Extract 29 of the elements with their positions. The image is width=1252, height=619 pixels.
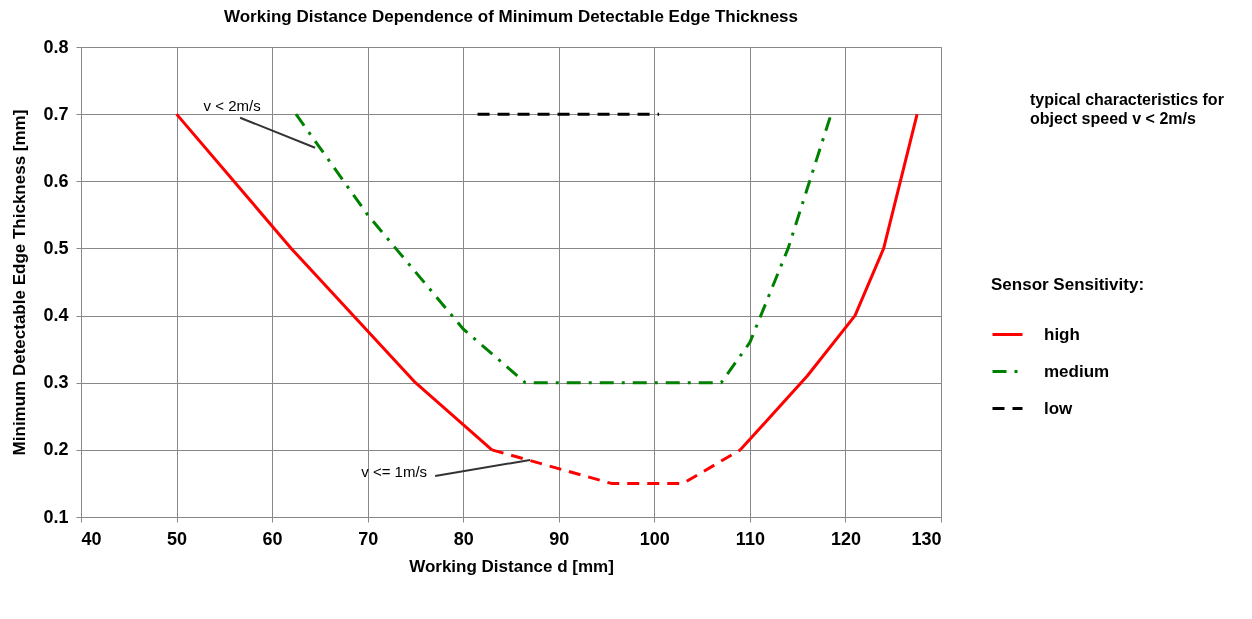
x-tick-label: 40: [81, 528, 102, 549]
y-axis-title: Minimum Detectable Edge Thickness [mm]: [10, 109, 30, 456]
y-tick-label: 0.4: [43, 305, 69, 326]
x-tick-label: 90: [549, 528, 570, 549]
x-tick-label: 120: [830, 528, 861, 549]
annotation: v <= 1m/s: [361, 462, 428, 480]
x-tick-label: 130: [911, 528, 942, 549]
y-tick-label: 0.8: [43, 36, 69, 57]
x-axis-title: Working Distance d [mm]: [409, 556, 614, 576]
y-tick-label: 0.1: [43, 506, 69, 527]
legend-label: high: [1044, 324, 1080, 344]
x-tick-label: 100: [639, 528, 670, 549]
y-tick-label: 0.7: [43, 103, 69, 124]
y-tick-label: 0.5: [43, 237, 69, 258]
legend-label: low: [1044, 398, 1074, 418]
text: typical characteristics for object speed v < 2m/s: [1030, 90, 1225, 128]
x-tick-label: 50: [167, 528, 188, 549]
legend-title: Sensor Sensitivity:: [991, 275, 1145, 294]
chart-title: Working Distance Dependence of Minimum Detectable Edge Thickness: [223, 7, 799, 26]
y-tick-label: 0.3: [43, 372, 69, 393]
y-tick-label: 0.2: [43, 439, 69, 460]
legend-label: medium: [1044, 361, 1110, 381]
x-tick-label: 60: [262, 528, 283, 549]
x-tick-label: 80: [453, 528, 474, 549]
line-series: [294, 112, 833, 385]
y-tick-label: 0.6: [43, 170, 69, 191]
x-tick-label: 70: [358, 528, 379, 549]
annotation: v < 2m/s: [203, 96, 261, 114]
x-tick-label: 110: [735, 528, 765, 549]
